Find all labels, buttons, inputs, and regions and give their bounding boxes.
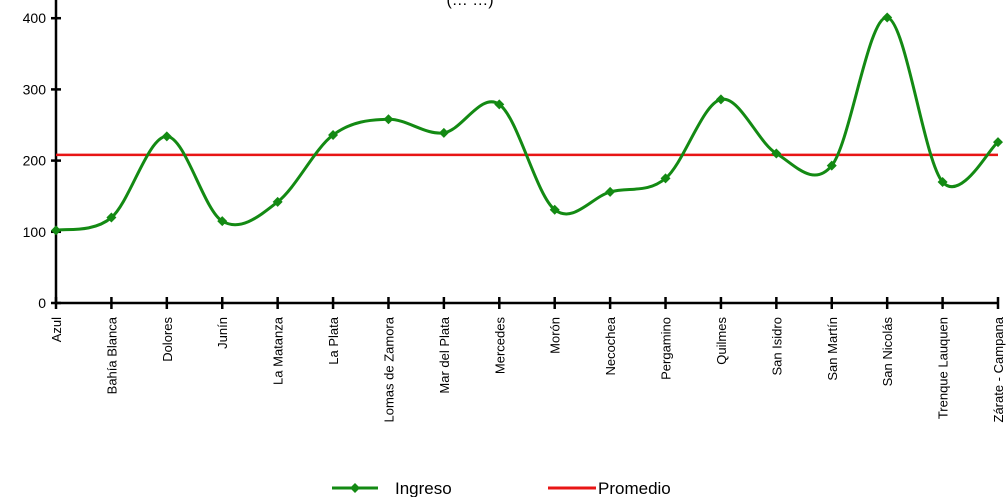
- series-layer: [51, 12, 1003, 236]
- data-point-marker: [937, 176, 948, 187]
- x-category-label: Junín: [215, 317, 230, 349]
- x-category-label: Zárate - Campana: [991, 316, 1006, 422]
- x-category-label: San Martín: [825, 317, 840, 381]
- legend-label-ingreso: Ingreso: [395, 479, 452, 497]
- x-category-label: Quilmes: [714, 317, 729, 365]
- data-point-marker: [882, 12, 893, 23]
- x-category-label: Trenque Lauquen: [936, 317, 951, 419]
- x-category-label: Necochea: [603, 316, 618, 375]
- y-tick-label: 200: [23, 153, 47, 169]
- legend: Ingreso Promedio: [332, 479, 671, 497]
- data-point-marker: [383, 114, 394, 125]
- x-category-label: Mar del Plata: [437, 316, 452, 393]
- x-category-label: Morón: [548, 317, 563, 354]
- data-point-marker: [771, 148, 782, 159]
- data-point-marker: [438, 127, 449, 138]
- data-point-marker: [51, 225, 61, 236]
- series-line-ingreso: [55, 15, 1000, 232]
- x-ticks: Azul Bahía Blanca Dolores Junín La Matanza La…: [49, 297, 1006, 423]
- chart-title-text: (… …): [446, 0, 493, 9]
- y-tick-label: 100: [23, 224, 47, 240]
- legend-label-promedio: Promedio: [598, 479, 671, 497]
- x-category-label: Bahía Blanca: [104, 316, 119, 394]
- x-category-label: San Nicolás: [880, 317, 895, 387]
- x-category-label: La Plata: [326, 316, 341, 364]
- x-category-label: Lomas de Zamora: [381, 316, 396, 422]
- x-category-label: Pergamino: [659, 317, 674, 380]
- chart-axes: [54, 0, 998, 305]
- chart-title: (… …): [446, 0, 493, 9]
- legend-marker-ingreso: [350, 483, 360, 493]
- data-point-marker: [272, 196, 283, 207]
- x-category-label: Dolores: [160, 317, 175, 362]
- data-point-marker: [993, 137, 1003, 148]
- data-point-marker: [605, 186, 616, 197]
- data-point-marker: [826, 160, 837, 171]
- data-point-marker: [161, 131, 172, 142]
- y-tick-label: 300: [23, 81, 47, 97]
- x-category-label: La Matanza: [271, 316, 286, 385]
- data-point-marker: [715, 94, 726, 105]
- data-point-marker: [328, 129, 339, 140]
- x-category-label: Mercedes: [492, 317, 507, 375]
- y-tick-label: 0: [38, 295, 46, 311]
- data-point-marker: [217, 216, 228, 227]
- y-ticks: 0 100 200 300 400: [23, 10, 61, 311]
- x-category-label: Azul: [49, 317, 64, 342]
- x-category-label: San Isidro: [769, 317, 784, 376]
- data-point-marker: [660, 173, 671, 184]
- data-point-marker: [494, 99, 505, 110]
- data-point-marker: [106, 212, 117, 223]
- data-point-marker: [549, 204, 560, 215]
- y-tick-label: 400: [23, 10, 47, 26]
